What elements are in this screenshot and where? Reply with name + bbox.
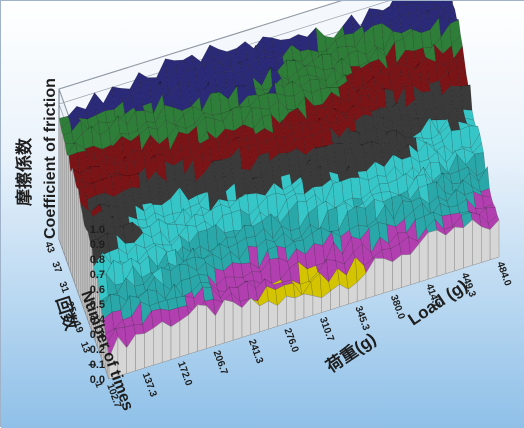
front-side-strip [464,220,473,268]
left-side-strip [80,203,82,303]
front-side-strip [446,227,455,274]
front-side-strip [153,322,162,366]
front-side-strip [375,258,384,295]
front-side-strip [180,315,189,357]
surface-cell [461,85,472,111]
z-axis-title-en: Coefficient of friction [42,78,59,239]
front-side-strip [162,322,171,363]
front-side-strip [171,321,180,360]
front-side-strip [224,300,233,343]
front-side-strip [402,255,411,288]
front-side-strip [481,227,490,263]
front-side-strip [295,294,304,321]
front-side-strip [145,328,154,368]
front-side-strip [313,296,322,316]
left-side-strip [69,156,71,271]
front-side-strip [269,301,278,329]
front-side-strip [472,220,481,266]
z-tick-label: 1.0 [90,224,105,236]
z-axis-title-jp: 摩擦係数 [14,137,34,206]
front-side-strip [304,294,313,318]
left-side-strip [71,169,73,277]
left-side-strip [74,178,76,288]
front-side-strip [233,302,242,340]
front-side-strip [437,230,446,276]
left-side-strip [76,187,78,293]
front-side-strip [455,227,464,271]
left-side-strip [61,129,63,250]
front-side-strip [428,230,437,279]
left-side-strip [78,189,80,298]
z-tick-label: 0.8 [90,254,105,266]
left-side-strip [59,118,61,244]
left-side-strip [63,136,65,256]
left-side-strip [65,144,67,261]
z-tick-label: 0.7 [90,269,105,281]
front-side-strip [260,301,269,332]
z-tick-label: 0.9 [90,239,105,251]
front-side-strip [198,305,207,352]
front-side-strip [286,296,295,323]
left-side-strip [67,155,69,266]
surface-cell [416,1,427,13]
front-side-strip [384,259,393,294]
left-side-strip [73,169,75,282]
front-side-strip [136,334,145,371]
